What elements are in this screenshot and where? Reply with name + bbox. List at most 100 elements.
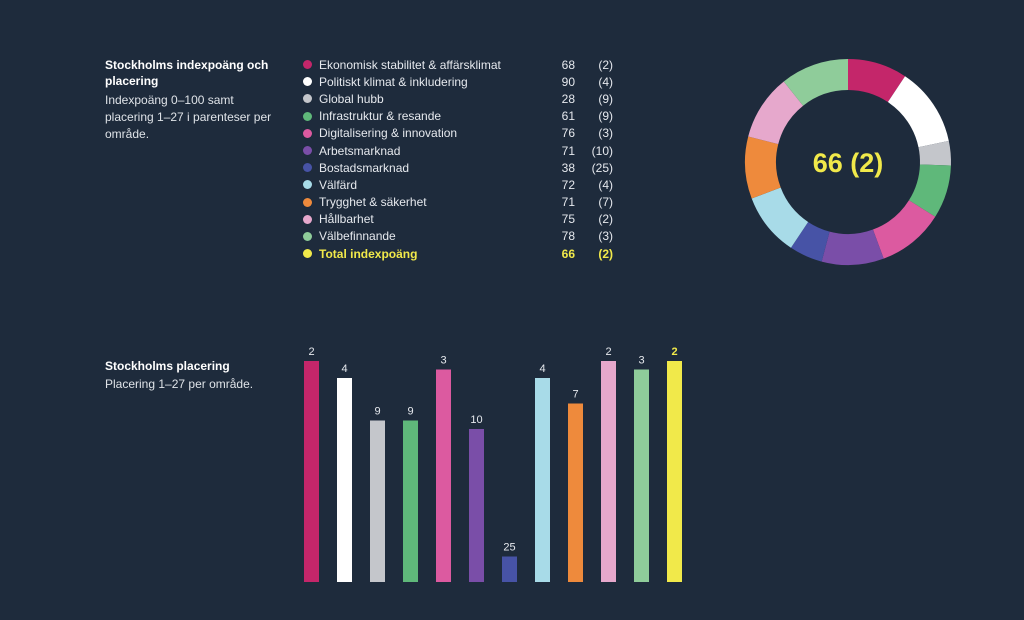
legend-score: 78: [561, 229, 575, 244]
legend-score: 75: [561, 212, 575, 227]
bar: [337, 378, 352, 582]
legend-label: Global hubb: [319, 91, 384, 106]
bar-value-label: 3: [638, 355, 644, 367]
legend-score: 38: [561, 160, 575, 175]
bar: [535, 378, 550, 582]
legend-label: Arbetsmarknad: [319, 143, 401, 158]
donut-segment: [790, 221, 830, 262]
legend-row: Global hubb 28 (9): [303, 90, 613, 107]
donut-segment: [887, 76, 949, 148]
legend-rank: (10): [591, 143, 613, 158]
bar-value-label: 10: [470, 414, 482, 426]
legend-row: Trygghet & säkerhet 71 (7): [303, 194, 613, 211]
legend-dot-icon: [303, 94, 312, 104]
donut-segment: [872, 200, 936, 259]
legend-dot-icon: [303, 231, 312, 241]
legend-label: Infrastruktur & resande: [319, 109, 442, 124]
bar-value-label: 2: [671, 346, 677, 358]
donut-segment: [821, 229, 884, 265]
legend-rank: (4): [598, 74, 613, 89]
legend-row: Digitalisering & innovation 76 (3): [303, 125, 613, 142]
legend-row: Ekonomisk stabilitet & affärsklimat 68 (2): [303, 56, 613, 73]
legend-dot-icon: [303, 111, 312, 121]
bar: [667, 361, 682, 582]
section1-title: Stockholms indexpoäng och placering: [105, 58, 269, 88]
legend-row: Politiskt klimat & inkludering 90 (4): [303, 73, 613, 90]
bar-value-label: 2: [605, 346, 611, 358]
legend-dot-icon: [303, 180, 312, 190]
bar: [568, 403, 583, 582]
legend-row: Infrastruktur & resande 61 (9): [303, 108, 613, 125]
bar: [304, 361, 319, 582]
legend-dot-icon: [303, 249, 312, 259]
legend-label: Ekonomisk stabilitet & affärsklimat: [319, 57, 501, 72]
section2-title: Stockholms placering: [105, 359, 230, 373]
bar: [601, 361, 616, 582]
legend-rank: (7): [598, 195, 613, 210]
legend-rank: (4): [598, 177, 613, 192]
legend-dot-icon: [303, 128, 312, 138]
legend-row: Välbefinnande 78 (3): [303, 228, 613, 245]
bar-value-label: 3: [440, 355, 446, 367]
bar: [403, 420, 418, 582]
legend-rank: (9): [598, 91, 613, 106]
donut-center-label: 66 (2): [813, 148, 884, 178]
legend-rank: (3): [598, 126, 613, 141]
legend-label: Politiskt klimat & inkludering: [319, 74, 468, 89]
bar-value-label: 25: [503, 542, 515, 554]
bar: [436, 369, 451, 582]
bar-value-label: 4: [539, 363, 545, 375]
legend: Ekonomisk stabilitet & affärsklimat 68 (2)…: [303, 56, 613, 262]
legend-row: Hållbarhet 75 (2): [303, 211, 613, 228]
section1-description: Indexpoäng 0–100 samt placering 1–27 i p…: [105, 93, 272, 141]
legend-rank: (9): [598, 109, 613, 124]
legend-rank: (2): [598, 212, 613, 227]
legend-label: Välbefinnande: [319, 229, 396, 244]
legend-dot-icon: [303, 163, 312, 173]
bar-value-label: 7: [572, 389, 578, 401]
donut-segment: [848, 59, 906, 103]
bar: [502, 556, 517, 582]
legend-row: Arbetsmarknad 71 (10): [303, 142, 613, 159]
bar-value-label: 2: [308, 346, 314, 358]
legend-score: 71: [561, 195, 575, 210]
legend-total-row: Total indexpoäng 66 (2): [303, 245, 613, 262]
donut-segment: [918, 140, 951, 166]
bar-value-label: 9: [374, 406, 380, 418]
legend-dot-icon: [303, 214, 312, 224]
bar: [634, 369, 649, 582]
legend-label: Välfärd: [319, 177, 358, 192]
legend-row: Bostadsmarknad 38 (25): [303, 159, 613, 176]
legend-row: Välfärd 72 (4): [303, 176, 613, 193]
bar: [469, 429, 484, 582]
legend-score: 68: [561, 57, 575, 72]
donut-segment: [908, 164, 951, 217]
legend-score: 61: [561, 109, 575, 124]
legend-label: Hållbarhet: [319, 212, 374, 227]
legend-score: 76: [561, 126, 575, 141]
legend-score: 90: [561, 74, 575, 89]
legend-dot-icon: [303, 146, 312, 156]
legend-rank: (3): [598, 229, 613, 244]
legend-dot-icon: [303, 197, 312, 207]
legend-dot-icon: [303, 60, 312, 70]
donut-segment: [783, 59, 848, 106]
legend-label: Bostadsmarknad: [319, 160, 410, 175]
bar-value-label: 9: [407, 406, 413, 418]
legend-label: Digitalisering & innovation: [319, 126, 458, 141]
legend-score: 72: [561, 177, 575, 192]
legend-score: 66: [561, 246, 575, 261]
legend-dot-icon: [303, 77, 312, 87]
legend-label: Trygghet & säkerhet: [319, 195, 427, 210]
donut-segment: [745, 136, 781, 199]
donut-segment: [748, 81, 804, 145]
section2-description: Placering 1–27 per område.: [105, 377, 254, 391]
legend-rank: (2): [598, 57, 613, 72]
bar: [370, 420, 385, 582]
bar-value-label: 4: [341, 363, 347, 375]
legend-rank: (2): [598, 246, 613, 261]
legend-score: 71: [561, 143, 575, 158]
legend-rank: (25): [591, 160, 613, 175]
legend-label: Total indexpoäng: [319, 246, 418, 261]
